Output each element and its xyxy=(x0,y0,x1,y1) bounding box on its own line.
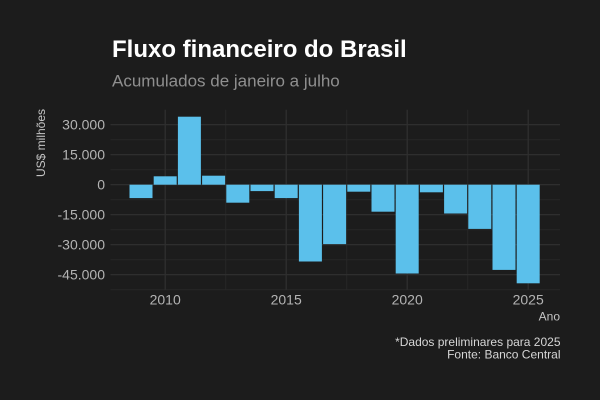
bar-2011 xyxy=(177,116,201,185)
x-tick-label: 2015 xyxy=(271,291,302,307)
bar-2024 xyxy=(492,184,516,270)
bar-2020 xyxy=(395,184,419,274)
x-tick-label: 2025 xyxy=(513,291,544,307)
bar-2025 xyxy=(516,184,540,284)
bar-2017 xyxy=(323,184,347,245)
x-axis-title: Ano xyxy=(539,310,561,324)
x-tick-label: 2010 xyxy=(150,291,181,307)
y-tick-label: -15.000 xyxy=(58,207,106,223)
bar-2023 xyxy=(468,184,492,229)
y-tick-label: -45.000 xyxy=(58,267,106,283)
bar-2016 xyxy=(298,184,322,262)
chart-title: Fluxo financeiro do Brasil xyxy=(112,36,407,63)
y-tick-label: 30.000 xyxy=(62,117,105,133)
caption-line-1: *Dados preliminares para 2025 xyxy=(395,335,561,349)
bar-2021 xyxy=(419,184,443,193)
bar-2014 xyxy=(250,184,274,192)
x-tick-label: 2020 xyxy=(392,291,423,307)
bars-group xyxy=(129,116,540,284)
bar-2019 xyxy=(371,184,395,212)
bar-2018 xyxy=(347,184,371,192)
bar-2013 xyxy=(226,184,250,203)
bar-2012 xyxy=(202,175,226,185)
y-tick-label: 15.000 xyxy=(62,147,105,163)
y-axis-title: US$ milhões xyxy=(34,109,48,177)
bar-2015 xyxy=(274,184,298,199)
bar-2010 xyxy=(153,176,177,185)
y-tick-label: 0 xyxy=(97,177,105,193)
y-tick-label: -30.000 xyxy=(58,237,106,253)
bar-2022 xyxy=(444,184,468,214)
x-axis-tick-labels: 2010 2015 2020 2025 xyxy=(150,291,544,307)
chart-subtitle: Acumulados de janeiro a julho xyxy=(112,71,340,90)
caption-line-2: Fonte: Banco Central xyxy=(447,347,560,361)
bar-2009 xyxy=(129,184,153,199)
y-axis-tick-labels: 30.000 15.000 0 -15.000 -30.000 -45.000 xyxy=(58,117,106,283)
